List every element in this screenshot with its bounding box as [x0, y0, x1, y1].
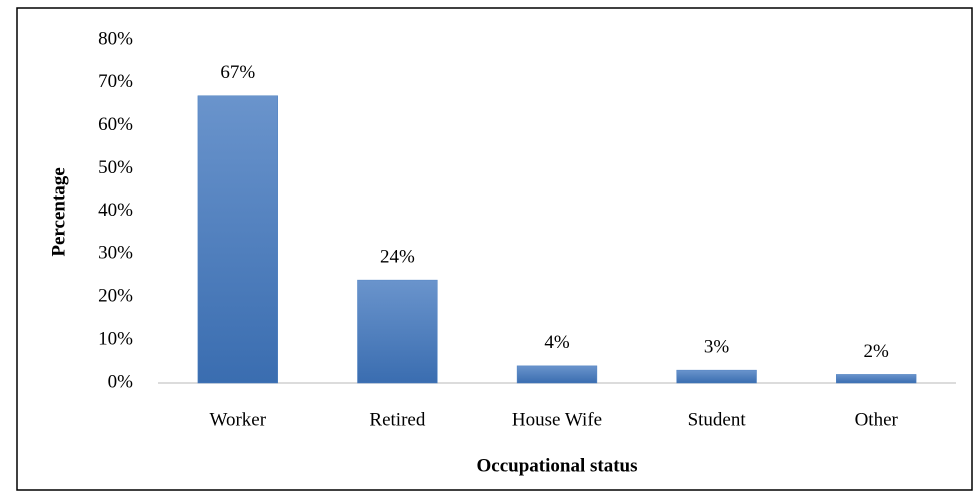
bar: [676, 369, 757, 384]
y-tick-label: 20%: [98, 286, 133, 307]
y-tick-label: 60%: [98, 114, 133, 135]
x-tick-label: Student: [688, 409, 747, 430]
data-label: 3%: [704, 336, 730, 357]
y-tick-label: 40%: [98, 200, 133, 221]
x-tick-label: House Wife: [512, 409, 602, 430]
bar: [357, 279, 438, 384]
y-tick-label: 80%: [98, 28, 133, 49]
bar: [197, 95, 278, 384]
x-tick-label: Other: [855, 409, 899, 430]
bar: [516, 365, 598, 384]
data-label: 4%: [544, 332, 570, 353]
x-tick-label: Retired: [369, 409, 425, 430]
y-tick-label: 0%: [108, 371, 134, 392]
y-tick-label: 50%: [98, 157, 133, 178]
bar: [836, 374, 917, 384]
chart-border: [16, 7, 973, 491]
data-label: 67%: [220, 62, 255, 83]
y-tick-label: 10%: [98, 328, 133, 349]
y-tick-label: 30%: [98, 243, 133, 264]
x-axis-title: Occupational status: [477, 455, 638, 476]
y-axis-title: Percentage: [48, 167, 69, 256]
data-label: 2%: [864, 341, 890, 362]
y-tick-label: 70%: [98, 71, 133, 92]
x-tick-label: Worker: [210, 409, 267, 430]
data-label: 24%: [380, 246, 415, 267]
